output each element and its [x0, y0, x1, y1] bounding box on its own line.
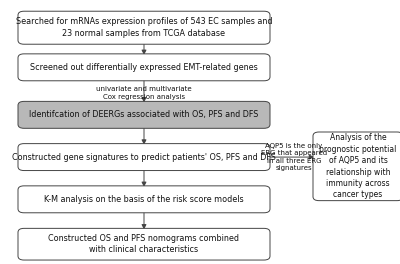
FancyBboxPatch shape — [18, 11, 270, 44]
FancyBboxPatch shape — [18, 54, 270, 81]
FancyBboxPatch shape — [313, 132, 400, 201]
Text: Analysis of the
prognostic potential
of AQP5 and its
relationship with
immunity : Analysis of the prognostic potential of … — [319, 133, 397, 199]
Text: Constructed OS and PFS nomograms combined
with clinical characteristics: Constructed OS and PFS nomograms combine… — [48, 234, 240, 254]
Text: K-M analysis on the basis of the risk score models: K-M analysis on the basis of the risk sc… — [44, 195, 244, 204]
Text: Searched for mRNAs expression profiles of 543 EC samples and
23 normal samples f: Searched for mRNAs expression profiles o… — [16, 17, 272, 38]
Text: AQP5 is the only
ERG that appeared
in all three ERG
signatures: AQP5 is the only ERG that appeared in al… — [261, 143, 327, 171]
FancyBboxPatch shape — [18, 101, 270, 128]
FancyBboxPatch shape — [18, 144, 270, 171]
Text: Identifcation of DEERGs associated with OS, PFS and DFS: Identifcation of DEERGs associated with … — [29, 110, 259, 119]
FancyBboxPatch shape — [18, 186, 270, 213]
FancyBboxPatch shape — [18, 228, 270, 260]
Text: univariate and multivariate
Cox regression analysis: univariate and multivariate Cox regressi… — [96, 86, 192, 100]
Text: Screened out differentially expressed EMT-related genes: Screened out differentially expressed EM… — [30, 63, 258, 72]
Text: Constructed gene signatures to predict patients' OS, PFS and DFS: Constructed gene signatures to predict p… — [12, 153, 276, 162]
